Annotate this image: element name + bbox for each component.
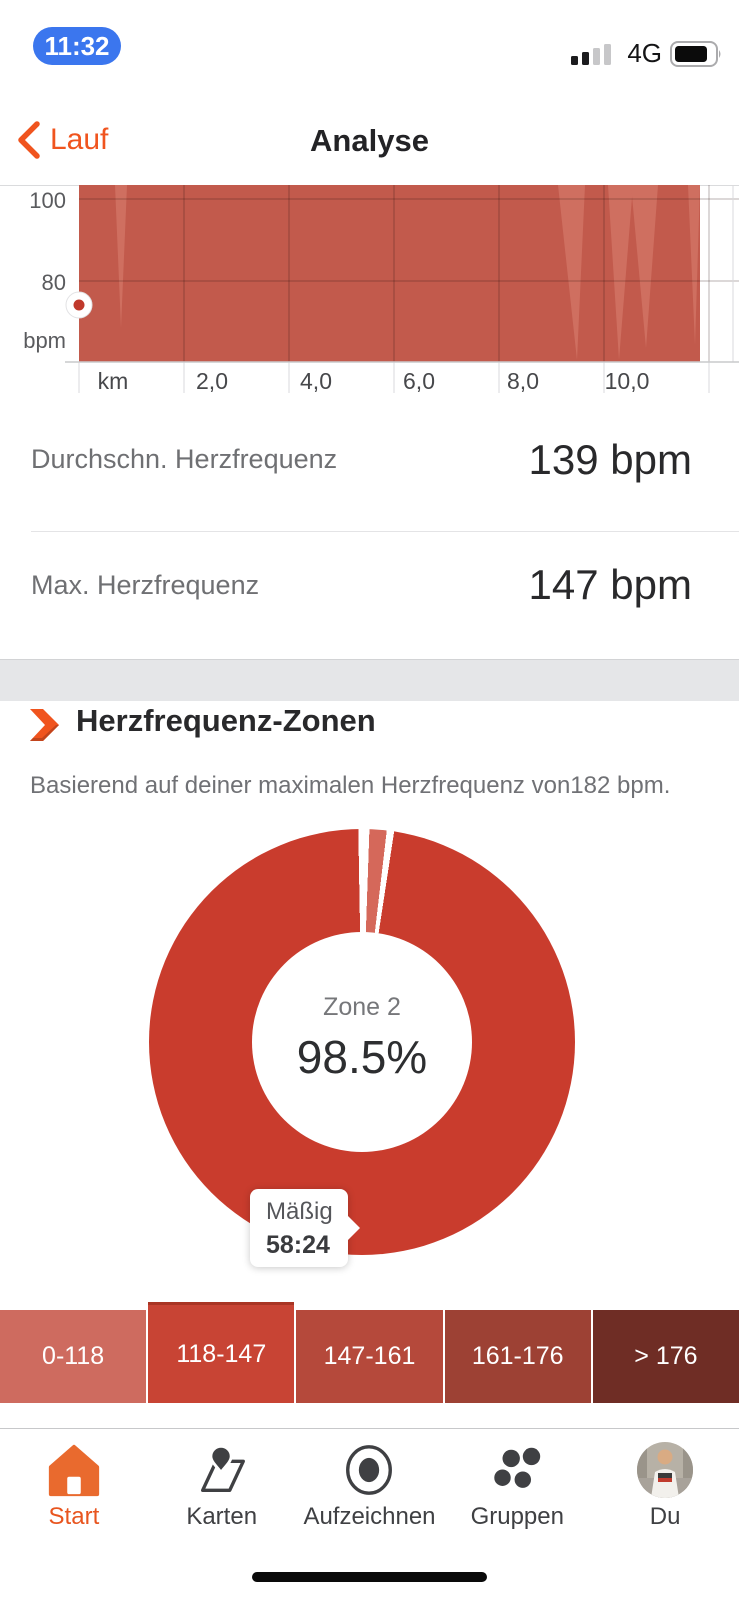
tab-start-label: Start bbox=[48, 1503, 100, 1530]
avg-hr-value: 139 bpm bbox=[528, 436, 692, 483]
tab-gruppen[interactable]: Gruppen bbox=[443, 1429, 591, 1600]
hr-start-marker bbox=[65, 291, 93, 319]
tab-start[interactable]: Start bbox=[0, 1429, 148, 1600]
record-icon bbox=[346, 1445, 393, 1495]
y-tick-80: 80 bbox=[41, 270, 66, 295]
donut-zone-label: Zone 2 bbox=[323, 993, 401, 1021]
zone-tooltip-time: 58:24 bbox=[266, 1231, 330, 1259]
tab-bar: Start Karten Aufzeichnen bbox=[0, 1428, 739, 1600]
avg-hr-label: Durchschn. Herzfrequenz bbox=[31, 444, 338, 474]
zones-section-title: Herzfrequenz-Zonen bbox=[76, 703, 376, 738]
hr-zones-donut-chart[interactable] bbox=[149, 829, 575, 1255]
tab-du[interactable]: Du bbox=[591, 1429, 739, 1600]
battery-icon bbox=[670, 40, 721, 67]
back-button-label: Lauf bbox=[50, 123, 109, 156]
page-title: Analyse bbox=[310, 123, 429, 158]
tab-du-label: Du bbox=[649, 1503, 681, 1530]
status-time: 11:32 bbox=[44, 30, 110, 61]
map-icon bbox=[200, 1444, 245, 1492]
groups-icon bbox=[494, 1447, 541, 1488]
zone-button-gt-176[interactable]: > 176 bbox=[592, 1310, 739, 1403]
hr-axis-ticks bbox=[78, 362, 710, 393]
network-type-label: 4G bbox=[627, 38, 662, 68]
section-separator bbox=[0, 659, 739, 701]
tab-aufzeichnen-label: Aufzeichnen bbox=[303, 1503, 436, 1530]
section-chevron-icon bbox=[30, 709, 59, 741]
tab-aufzeichnen[interactable]: Aufzeichnen bbox=[296, 1429, 444, 1600]
tab-karten-label: Karten bbox=[186, 1503, 258, 1530]
x-tick-10: 10,0 bbox=[604, 368, 650, 394]
zone-button-label: 0-118 bbox=[42, 1342, 105, 1370]
zone-button-label: > 176 bbox=[634, 1342, 698, 1370]
hr-gridlines bbox=[79, 185, 739, 362]
back-button[interactable]: Lauf bbox=[16, 120, 108, 160]
zone-button-161-176[interactable]: 161-176 bbox=[444, 1310, 591, 1403]
zone-button-label: 161-176 bbox=[471, 1342, 564, 1370]
x-tick-8: 8,0 bbox=[507, 368, 539, 394]
zone-range-selector: 0-118 118-147 147-161 161-176 > 176 bbox=[0, 1302, 739, 1403]
status-right-cluster: 4G bbox=[569, 38, 724, 69]
zone-tooltip-label: Mäßig bbox=[266, 1198, 333, 1225]
donut-center-text: Zone 2 98.5% bbox=[212, 993, 512, 1084]
status-time-pill[interactable]: 11:32 bbox=[33, 27, 121, 65]
zone-button-118-147[interactable]: 118-147 bbox=[148, 1302, 295, 1403]
tab-karten[interactable]: Karten bbox=[148, 1429, 296, 1600]
tab-gruppen-label: Gruppen bbox=[470, 1503, 564, 1530]
zones-subtitle: Basierend auf deiner maximalen Herzfrequ… bbox=[30, 772, 671, 799]
x-tick-2: 2,0 bbox=[196, 368, 228, 394]
zone-button-0-118[interactable]: 0-118 bbox=[0, 1310, 147, 1403]
zone-tooltip: Mäßig 58:24 bbox=[250, 1189, 360, 1267]
stats-divider bbox=[31, 531, 739, 532]
y-tick-100: 100 bbox=[29, 188, 66, 213]
hr-area-fill bbox=[79, 185, 700, 362]
zone-button-label: 147-161 bbox=[323, 1342, 416, 1370]
home-icon bbox=[48, 1444, 100, 1497]
donut-zone-percent: 98.5% bbox=[296, 1031, 428, 1083]
zone-button-147-161[interactable]: 147-161 bbox=[296, 1310, 443, 1403]
max-hr-label: Max. Herzfrequenz bbox=[31, 570, 260, 600]
max-hr-value: 147 bpm bbox=[528, 561, 692, 608]
x-tick-km: km bbox=[97, 368, 129, 394]
avatar bbox=[637, 1442, 694, 1498]
y-axis-unit: bpm bbox=[23, 328, 66, 353]
chevron-left-icon bbox=[18, 121, 40, 159]
zone-button-label: 118-147 bbox=[176, 1339, 267, 1368]
hr-area-dips bbox=[115, 185, 700, 360]
home-indicator[interactable] bbox=[252, 1572, 487, 1582]
signal-strength-icon bbox=[571, 43, 612, 65]
x-tick-6: 6,0 bbox=[403, 368, 435, 394]
heart-rate-area-chart[interactable] bbox=[0, 185, 739, 396]
x-tick-4: 4,0 bbox=[300, 368, 332, 394]
